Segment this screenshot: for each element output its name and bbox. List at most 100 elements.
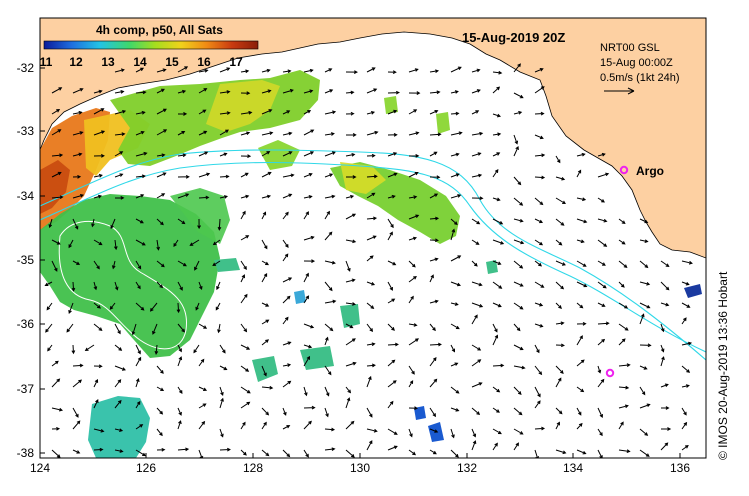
- current-vector-arrow: [93, 130, 106, 136]
- current-vector-arrow: [576, 197, 587, 202]
- current-vector-arrow: [450, 362, 459, 367]
- sst-patch-small-8: [684, 284, 702, 298]
- current-vector-arrow: [135, 110, 146, 115]
- x-axis: 124 126 128 130 132 134 136: [30, 453, 690, 475]
- current-vector-arrow: [135, 449, 147, 457]
- current-vector-arrow: [240, 344, 251, 350]
- current-vector-arrow: [555, 176, 566, 181]
- plot-frame: [39, 17, 707, 459]
- sst-green-patch-southwest: [40, 194, 220, 358]
- current-vector-arrow: [93, 153, 105, 158]
- current-vector-arrow: [450, 407, 460, 412]
- land-australia: [40, 18, 706, 259]
- current-vector-arrow: [513, 218, 524, 223]
- current-vector-arrow: [450, 228, 456, 241]
- current-vector-arrow: [660, 442, 669, 451]
- colorbar-ticks: 11 12 13 14 15 16 17: [40, 55, 243, 69]
- current-vector-arrow: [450, 449, 459, 458]
- current-vector-arrow: [534, 134, 544, 140]
- current-vector-arrow: [408, 91, 421, 95]
- current-vector-arrow: [261, 407, 270, 416]
- current-vector-arrow: [282, 151, 293, 157]
- x-tick-label: 134: [563, 461, 583, 475]
- current-vector-arrow: [639, 239, 649, 243]
- sst-patch-small-1: [252, 356, 278, 382]
- current-vector-arrow: [114, 151, 124, 157]
- current-vector-arrow: [429, 90, 441, 95]
- current-vector-arrow: [597, 321, 610, 326]
- colorbar-tick-label: 11: [40, 55, 53, 69]
- current-vector-arrow: [198, 195, 210, 200]
- current-vector-arrow: [324, 260, 336, 265]
- current-vector-arrow: [261, 319, 270, 325]
- current-vector-arrow: [48, 218, 53, 229]
- current-vector-arrow: [387, 298, 396, 304]
- current-vector-arrow: [72, 88, 84, 94]
- current-vector-arrow: [408, 236, 418, 241]
- current-vector-arrow: [366, 440, 373, 451]
- current-vector-arrow: [387, 260, 397, 266]
- current-vector-arrow: [576, 449, 587, 455]
- current-vector-arrow: [109, 302, 116, 310]
- current-vector-arrow: [450, 323, 460, 330]
- current-vector-arrow: [219, 344, 226, 354]
- current-vector-arrow: [618, 260, 628, 268]
- current-vector-arrow: [303, 420, 312, 430]
- y-tick-label: -36: [17, 317, 35, 331]
- current-vector-arrow: [492, 302, 502, 308]
- current-vector-arrow: [555, 218, 565, 226]
- current-vector-arrow: [93, 447, 104, 452]
- current-vector-arrow: [261, 68, 271, 73]
- current-vector-arrow: [51, 407, 64, 412]
- current-vector-arrow: [513, 281, 524, 287]
- current-vector-arrow: [492, 407, 500, 413]
- current-vector-arrow: [597, 302, 606, 307]
- current-vector-arrow: [366, 130, 379, 136]
- current-vector-arrow: [408, 131, 420, 136]
- current-vector-arrow: [240, 91, 251, 96]
- current-vector-arrow: [450, 173, 460, 178]
- current-vector-arrow: [597, 260, 606, 266]
- current-vector-arrow: [282, 341, 292, 346]
- current-vector-arrow: [618, 302, 629, 309]
- current-vector-arrow: [324, 68, 333, 73]
- current-vector-arrow: [114, 90, 125, 94]
- current-vector-arrow: [345, 397, 351, 409]
- current-vector-arrow: [198, 403, 207, 409]
- current-vector-arrow: [408, 214, 420, 220]
- current-vector-arrow: [660, 383, 669, 388]
- current-vector-arrow: [324, 151, 336, 157]
- current-vector-arrow: [51, 195, 64, 200]
- sst-patch-small-2: [300, 346, 334, 370]
- current-vector-arrow: [219, 90, 231, 94]
- current-vector-arrow: [345, 213, 357, 220]
- current-vector-arrow: [324, 299, 337, 304]
- colorbar-tick-label: 16: [197, 55, 211, 69]
- current-vector-arrow: [111, 260, 116, 270]
- current-vector-arrow: [492, 86, 501, 94]
- current-vector-arrow: [366, 67, 376, 73]
- current-vector-arrow: [113, 239, 118, 251]
- current-vector-arrow: [198, 109, 207, 115]
- current-vector-arrow: [555, 302, 562, 309]
- current-vector-arrow: [639, 365, 648, 370]
- current-vector-arrow: [68, 302, 74, 314]
- current-vector-arrow: [198, 68, 209, 73]
- sst-patch-small-4: [294, 290, 306, 304]
- current-vector-arrow: [471, 359, 482, 367]
- current-vector-arrow: [576, 218, 588, 224]
- sst-patch-small-5: [214, 258, 240, 272]
- credit-text: © IMOS 20-Aug-2019 13:36 Hobart: [716, 271, 730, 460]
- current-vector-arrow: [240, 154, 252, 159]
- current-vector-arrow: [534, 239, 544, 246]
- current-vector-arrow: [303, 355, 311, 367]
- current-vector-arrow: [156, 193, 166, 199]
- current-vector-arrow: [513, 239, 525, 245]
- current-vector-arrow: [282, 407, 287, 416]
- current-vector-arrow: [555, 197, 566, 205]
- colorbar-title: 4h comp, p50, All Sats: [96, 23, 223, 37]
- current-vector-arrow: [471, 89, 481, 94]
- current-vector-arrow: [492, 334, 499, 346]
